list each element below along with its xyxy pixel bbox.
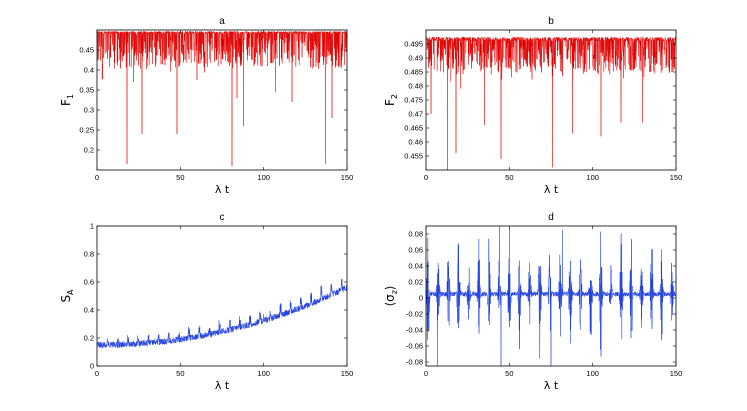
y-axis-label-d: ⟨σz⟩ bbox=[383, 285, 399, 306]
y-tick-label-d-6: 0.04 bbox=[408, 262, 423, 271]
panel-d: 0 50 100 150 -0.08 -0.06 -0.04 -0.02 0 0.02 0.04 0.… bbox=[383, 212, 682, 392]
y-tick-label-d-3: -0.02 bbox=[406, 310, 423, 319]
series-line-a bbox=[97, 30, 347, 167]
x-tick-label-a-0: 0 bbox=[95, 173, 99, 182]
y-axis-label-b: F2 bbox=[383, 94, 399, 106]
x-tick-label-c-2: 100 bbox=[257, 369, 270, 378]
y-tick-label-a-5: 0.45 bbox=[79, 46, 94, 55]
y-tick-label-a-4: 0.4 bbox=[84, 66, 94, 75]
y-tick-label-b-8: 0.495 bbox=[404, 40, 423, 49]
axes-frame-a bbox=[96, 29, 348, 171]
panel-a: 0 50 100 150 0.2 0.25 0.3 0.35 0.4 0.45 a λ t F1 bbox=[59, 16, 353, 196]
y-tick-label-d-8: 0.08 bbox=[408, 230, 423, 239]
y-tick-label-b-6: 0.485 bbox=[404, 68, 423, 77]
y-tick-label-b-4: 0.475 bbox=[404, 96, 423, 105]
x-tick-label-a-3: 150 bbox=[341, 173, 354, 182]
x-axis-label-c: λ t bbox=[215, 379, 230, 392]
x-tick-label-b-3: 150 bbox=[670, 173, 683, 182]
x-axis-label-d: λ t bbox=[544, 379, 559, 392]
y-tick-label-d-1: -0.06 bbox=[406, 342, 423, 351]
x-tick-label-d-2: 100 bbox=[586, 369, 599, 378]
y-tick-label-a-3: 0.35 bbox=[79, 86, 94, 95]
y-tick-label-b-3: 0.47 bbox=[408, 110, 423, 119]
y-tick-label-b-0: 0.455 bbox=[404, 152, 423, 161]
panel-c: 0 50 100 150 0 0.2 0.4 0.6 0.8 1 c λ t SA bbox=[59, 212, 353, 392]
panel-title-c: c bbox=[220, 212, 225, 223]
y-tick-label-c-2: 0.4 bbox=[84, 306, 94, 315]
x-tick-label-c-3: 150 bbox=[341, 369, 354, 378]
series-line-d bbox=[426, 226, 676, 366]
panel-b: 0 50 100 150 0.455 0.46 0.465 0.47 0.475 0.48 0.48… bbox=[383, 16, 682, 196]
y-tick-label-d-0: -0.08 bbox=[406, 358, 423, 367]
y-tick-label-c-5: 1 bbox=[90, 222, 94, 231]
series-line-c bbox=[97, 278, 347, 349]
y-tick-label-c-0: 0 bbox=[90, 362, 94, 371]
x-tick-label-a-1: 50 bbox=[176, 173, 184, 182]
x-tick-label-b-0: 0 bbox=[424, 173, 428, 182]
x-tick-label-b-1: 50 bbox=[505, 173, 513, 182]
y-tick-label-b-7: 0.49 bbox=[408, 54, 423, 63]
panel-title-d: d bbox=[548, 212, 554, 223]
x-axis-label-b: λ t bbox=[544, 183, 559, 196]
y-tick-label-d-4: 0 bbox=[419, 294, 423, 303]
panel-title-b: b bbox=[548, 16, 554, 27]
y-tick-label-a-0: 0.2 bbox=[84, 146, 94, 155]
x-tick-label-c-1: 50 bbox=[176, 369, 184, 378]
y-tick-label-c-1: 0.2 bbox=[84, 334, 94, 343]
x-tick-label-b-2: 100 bbox=[586, 173, 599, 182]
series-line-b bbox=[426, 36, 676, 170]
y-tick-label-c-3: 0.6 bbox=[84, 278, 94, 287]
y-tick-label-b-5: 0.48 bbox=[408, 82, 423, 91]
y-tick-label-a-2: 0.3 bbox=[84, 106, 94, 115]
axes-frame-c bbox=[96, 225, 348, 367]
panel-title-a: a bbox=[219, 16, 225, 27]
axes-frame-d bbox=[425, 225, 677, 367]
y-tick-label-a-1: 0.25 bbox=[79, 126, 94, 135]
x-axis-label-a: λ t bbox=[215, 183, 230, 196]
y-tick-label-d-7: 0.06 bbox=[408, 246, 423, 255]
y-tick-label-b-1: 0.46 bbox=[408, 138, 423, 147]
x-tick-label-c-0: 0 bbox=[95, 369, 99, 378]
y-tick-label-d-5: 0.02 bbox=[408, 278, 423, 287]
y-axis-label-a: F1 bbox=[59, 94, 75, 106]
y-tick-label-d-2: -0.04 bbox=[406, 326, 423, 335]
y-tick-label-c-4: 0.8 bbox=[84, 250, 94, 259]
x-tick-label-d-1: 50 bbox=[505, 369, 513, 378]
x-tick-label-a-2: 100 bbox=[257, 173, 270, 182]
x-tick-label-d-0: 0 bbox=[424, 369, 428, 378]
y-axis-label-c: SA bbox=[59, 289, 75, 303]
y-tick-label-b-2: 0.465 bbox=[404, 124, 423, 133]
x-tick-label-d-3: 150 bbox=[670, 369, 683, 378]
